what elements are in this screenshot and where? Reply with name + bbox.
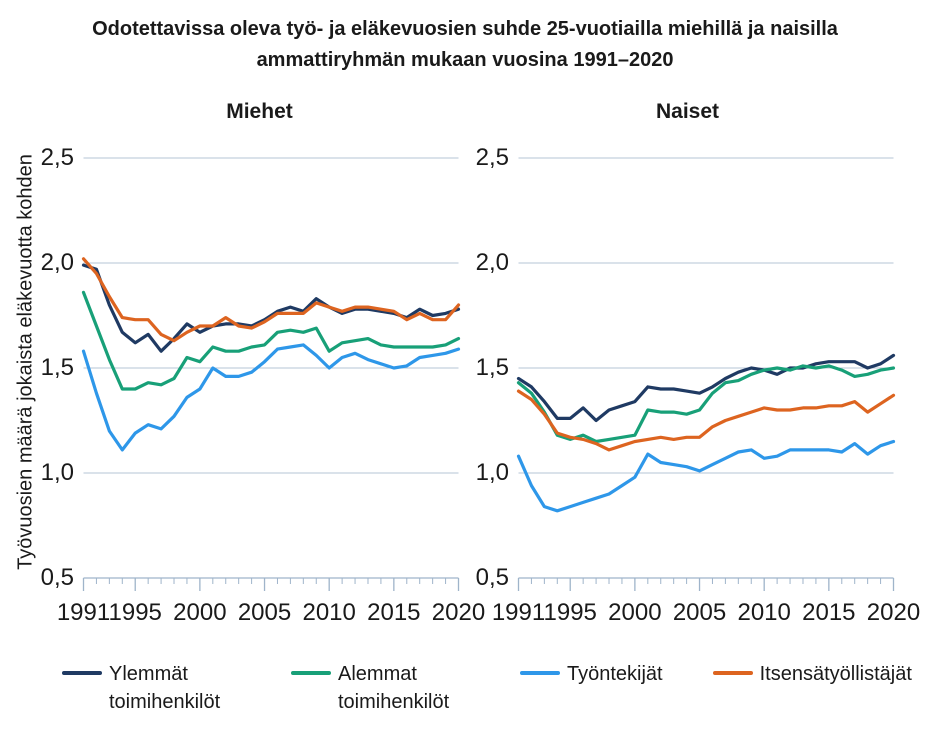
legend-item: Ylemmät toimihenkilöt [62,660,241,716]
line-series-ty-ntekij-t [81,343,461,452]
x-tick-label: 2000 [173,599,226,626]
y-tick-label: 2,0 [475,249,509,276]
line-series-itsens-ty-llist-j-t [516,389,896,452]
x-tick-label: 2020 [867,599,920,626]
line-series-itsens-ty-llist-j-t [81,257,461,343]
legend-label: Itsensätyöllistäjät [759,663,912,685]
legend: Ylemmät toimihenkilöt Alemmat toimihenkil… [62,660,912,716]
legend-line-swatch [291,671,331,675]
x-tick-label: 2005 [673,599,726,626]
line-series-ylemm-t-toimihenkil-t [516,353,896,423]
legend-label: Ylemmät toimihenkilöt [109,663,221,713]
x-tick-label: 1991 [57,599,110,626]
x-tick-label: 2000 [608,599,661,626]
panel-title-naiset: Naiset [655,100,720,123]
legend-item: Itsensätyöllistäjät [712,660,912,688]
y-tick-label: 1,0 [475,459,509,486]
line-series-ty-ntekij-t [516,439,896,513]
chart-title-line1: Odotettavissa oleva työ- ja eläkevuosien… [92,18,838,40]
x-tick-label: 2015 [367,599,420,626]
y-tick-labels-naiset: 2,5 2,0 1,5 1,0 0,5 [461,0,509,600]
line-series-alemmat-toimihenkil-t [516,364,896,444]
y-tick-label: 2,0 [40,249,74,276]
legend-label: Työntekijät [567,663,663,685]
y-tick-label: 1,5 [475,354,509,381]
y-tick-label: 1,5 [40,354,74,381]
x-tick-label: 1991 [492,599,545,626]
legend-line-swatch [62,671,102,675]
line-series-alemmat-toimihenkil-t [81,290,461,391]
x-tick-label: 2020 [432,599,485,626]
y-tick-label: 2,5 [40,144,74,171]
x-tick-label: 2010 [302,599,355,626]
x-tick-label: 1995 [544,599,597,626]
y-tick-label: 1,0 [40,459,74,486]
legend-line-swatch [520,671,560,675]
y-tick-label: 0,5 [40,564,74,591]
x-tick-label: 2010 [737,599,790,626]
chart-title: Odotettavissa oleva työ- ja eläkevuosien… [0,14,930,76]
y-tick-label: 2,5 [475,144,509,171]
y-tick-labels-miehet: 2,5 2,0 1,5 1,0 0,5 [26,0,74,600]
legend-line-swatch [712,671,753,675]
x-tick-label: 2005 [238,599,291,626]
legend-item: Työntekijät [520,660,663,688]
chart-title-line2: ammattiryhmän mukaan vuosina 1991–2020 [256,49,674,71]
y-tick-label: 0,5 [475,564,509,591]
panel-title-miehet: Miehet [226,100,293,123]
legend-label: Alemmat toimihenkilöt [338,663,450,713]
legend-item: Alemmat toimihenkilöt [291,660,470,716]
x-tick-label: 2015 [802,599,855,626]
x-tick-label: 1995 [109,599,162,626]
